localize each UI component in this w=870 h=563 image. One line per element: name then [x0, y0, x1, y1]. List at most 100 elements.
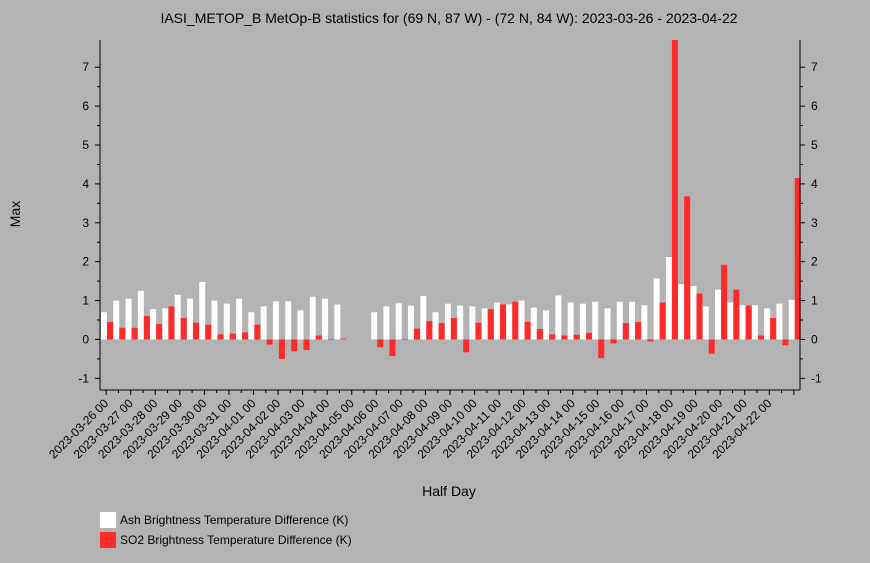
- bar-so2-3: [143, 316, 150, 340]
- bar-ash-30: [469, 306, 476, 340]
- legend-label-so2: SO2 Brightness Temperature Difference (K…: [120, 533, 352, 547]
- legend-swatch-so2: [100, 532, 116, 548]
- bar-ash-3: [137, 290, 144, 340]
- y-tick-label-right-0: -1: [811, 371, 822, 385]
- bar-so2-5: [168, 306, 175, 340]
- bar-so2-39: [585, 332, 592, 340]
- bar-ash-44: [641, 305, 648, 340]
- y-tick-label-left-5: 4: [82, 177, 89, 191]
- legend-item-so2: SO2 Brightness Temperature Difference (K…: [100, 532, 352, 548]
- bar-ash-33: [506, 304, 513, 340]
- bar-so2-55: [782, 339, 789, 346]
- bar-ash-26: [420, 295, 427, 340]
- bar-so2-30: [475, 322, 482, 340]
- bar-so2-37: [561, 335, 568, 340]
- y-tick-label-right-1: 0: [811, 332, 818, 346]
- bars: [101, 40, 801, 359]
- bar-so2-53: [757, 335, 764, 340]
- bar-so2-51: [733, 289, 740, 340]
- bar-ash-54: [764, 308, 771, 340]
- legend: Ash Brightness Temperature Difference (K…: [100, 512, 352, 548]
- bar-ash-48: [690, 286, 697, 340]
- bar-ash-53: [751, 305, 758, 340]
- bar-ash-32: [493, 302, 500, 340]
- bar-ash-12: [248, 312, 255, 340]
- bar-so2-24: [401, 339, 408, 340]
- bar-ash-10: [223, 303, 230, 340]
- legend-item-ash: Ash Brightness Temperature Difference (K…: [100, 512, 348, 528]
- bar-ash-17: [309, 296, 316, 340]
- y-tick-label-left-6: 5: [82, 138, 89, 152]
- y-tick-label-right-5: 4: [811, 177, 818, 191]
- y-tick-label-right-4: 3: [811, 216, 818, 230]
- bar-ash-38: [567, 302, 574, 340]
- bar-ash-2: [125, 298, 132, 340]
- bar-ash-37: [555, 295, 562, 340]
- chart-title: IASI_METOP_B MetOp-B statistics for (69 …: [160, 10, 737, 26]
- bar-ash-43: [629, 301, 636, 340]
- bar-ash-31: [481, 308, 488, 340]
- legend-label-ash: Ash Brightness Temperature Difference (K…: [120, 513, 348, 527]
- bar-ash-36: [543, 310, 550, 340]
- bar-ash-42: [616, 301, 623, 340]
- bar-so2-9: [217, 334, 224, 340]
- bar-ash-27: [432, 312, 439, 340]
- bar-so2-1: [119, 327, 126, 340]
- y-tick-label-left-4: 3: [82, 216, 89, 230]
- axes: -1 -1 0 0 1 1 2 2 3 3 4 4 5 5 6 6 7 7: [78, 40, 822, 395]
- bar-so2-33: [512, 301, 519, 340]
- bar-ash-5: [162, 308, 169, 340]
- bar-ash-29: [457, 305, 464, 340]
- y-tick-label-left-7: 6: [82, 99, 89, 113]
- bar-so2-7: [192, 322, 199, 340]
- bar-ash-7: [186, 298, 193, 340]
- bar-ash-1: [113, 300, 120, 340]
- bar-so2-42: [622, 323, 629, 340]
- bar-so2-17: [315, 335, 322, 340]
- bar-ash-46: [665, 257, 672, 340]
- bar-ash-51: [727, 302, 734, 340]
- bar-so2-2: [131, 327, 138, 340]
- bar-ash-28: [444, 303, 451, 340]
- bar-ash-23: [383, 306, 390, 340]
- bar-so2-14: [278, 339, 285, 359]
- bar-ash-34: [518, 300, 525, 340]
- y-tick-label-right-7: 6: [811, 99, 818, 113]
- y-tick-label-right-2: 1: [811, 294, 818, 308]
- bar-so2-19: [340, 338, 347, 340]
- bar-ash-13: [260, 306, 267, 340]
- bar-ash-45: [653, 278, 660, 340]
- y-tick-label-left-2: 1: [82, 294, 89, 308]
- bar-so2-36: [549, 334, 556, 340]
- y-tick-label-left-0: -1: [78, 371, 89, 385]
- bar-ash-39: [579, 303, 586, 340]
- bar-ash-24: [395, 303, 402, 340]
- y-tick-label-right-3: 2: [811, 255, 818, 269]
- bar-ash-14: [272, 301, 279, 340]
- bar-so2-22: [377, 339, 384, 348]
- bar-so2-16: [303, 339, 310, 350]
- y-tick-label-right-8: 7: [811, 60, 818, 74]
- bar-so2-49: [708, 339, 715, 354]
- bar-so2-25: [414, 328, 421, 340]
- bar-so2-54: [770, 318, 777, 340]
- bar-so2-38: [573, 334, 580, 340]
- y-axis-label: Max: [7, 201, 23, 227]
- bar-so2-50: [721, 264, 728, 340]
- bar-so2-43: [635, 321, 642, 340]
- bar-so2-41: [610, 339, 617, 344]
- bar-ash-56: [788, 299, 795, 340]
- bar-ash-8: [199, 281, 206, 340]
- y-tick-label-left-3: 2: [82, 255, 89, 269]
- bar-so2-26: [426, 321, 433, 340]
- bar-ash-15: [285, 301, 292, 340]
- bar-so2-44: [647, 339, 654, 342]
- bar-ash-22: [371, 312, 378, 340]
- bar-so2-12: [254, 324, 261, 340]
- x-axis-label: Half Day: [422, 483, 476, 499]
- bar-so2-31: [487, 309, 494, 340]
- bar-ash-4: [150, 309, 157, 340]
- bar-ash-49: [702, 306, 709, 340]
